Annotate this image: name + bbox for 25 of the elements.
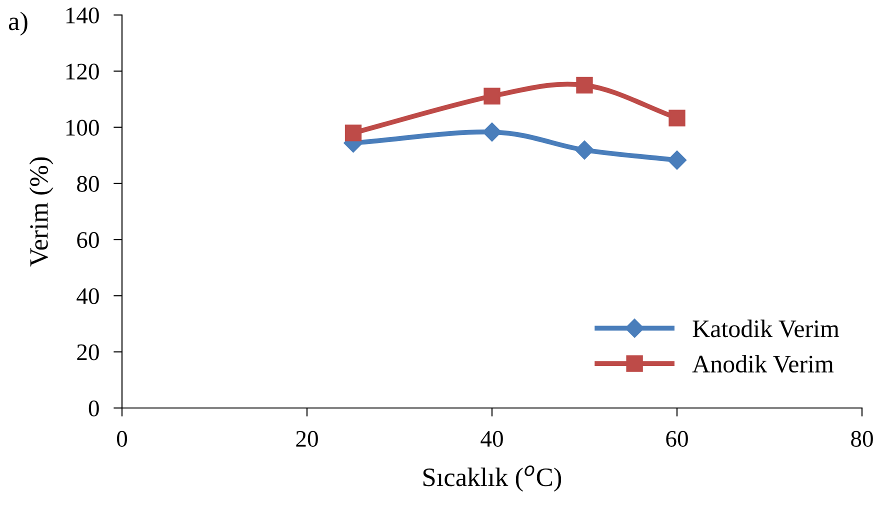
legend-label: Anodik Verim: [692, 354, 834, 373]
text: a): [8, 12, 28, 36]
point: [484, 88, 500, 104]
y-axis-title: Verim (%): [29, 157, 54, 267]
y-tick-label: 140: [66, 7, 99, 24]
y-tick-label: 40: [76, 288, 99, 304]
x-tick-label: 20: [296, 430, 318, 447]
point: [667, 150, 687, 170]
y-tick-label: 20: [77, 344, 99, 360]
y-tick-label: 120: [66, 64, 99, 80]
x-tick-label: 80: [851, 430, 873, 447]
x-tick-label: 60: [666, 430, 688, 447]
point: [576, 76, 593, 94]
point: [668, 110, 686, 126]
point: [574, 140, 594, 160]
y-tick-label: 100: [66, 120, 99, 136]
y-tick-label: 60: [77, 232, 99, 248]
x-tick-label: 0: [116, 430, 128, 447]
point: [344, 124, 362, 142]
point: [482, 122, 502, 142]
x-axis-title: Sıcaklık ($^{o}$C): [423, 466, 562, 492]
y-tick-label: 80: [77, 176, 99, 192]
legend-label: Katodik Verim: [692, 320, 840, 338]
y-tick-label: 0: [88, 400, 99, 416]
x-tick-label: 40: [480, 430, 503, 447]
